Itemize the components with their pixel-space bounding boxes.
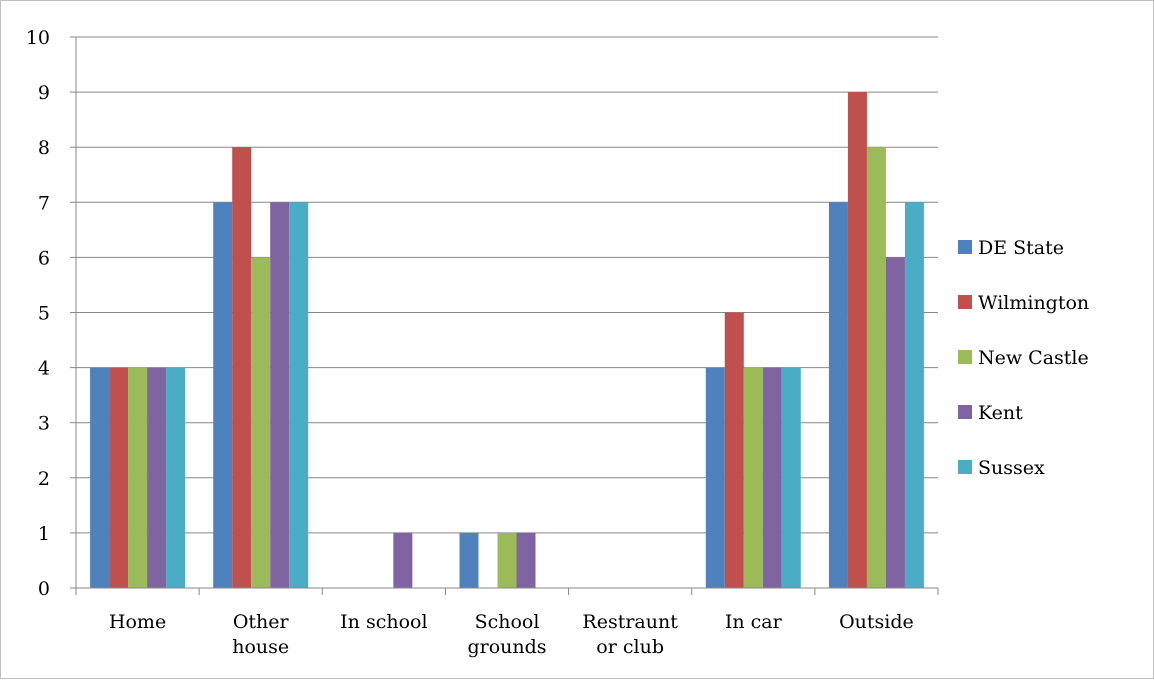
legend-label: Sussex	[978, 457, 1045, 479]
x-category-label: grounds	[467, 636, 546, 658]
legend: DE State Wilmington New Castle Kent Sussex	[958, 237, 1089, 479]
y-tick-label: 5	[38, 303, 50, 325]
bar	[847, 92, 867, 588]
bar	[90, 367, 110, 588]
bar	[128, 367, 148, 588]
gridlines	[76, 36, 938, 534]
axes	[70, 36, 939, 595]
bar	[232, 147, 252, 588]
bar	[459, 532, 479, 588]
bar	[781, 367, 801, 588]
legend-swatch	[958, 405, 972, 419]
legend-label: Wilmington	[978, 292, 1089, 314]
x-category-label: Restraunt	[582, 611, 678, 633]
y-tick-labels: 0 1 2 3 4 5 6 7 8 9 10	[26, 27, 50, 600]
y-tick-label: 3	[38, 413, 50, 435]
bar	[885, 257, 905, 588]
bars	[90, 92, 924, 589]
x-category-label: In car	[725, 611, 783, 633]
legend-swatch	[958, 460, 972, 474]
bar	[743, 367, 763, 588]
bar	[904, 202, 924, 589]
bar	[866, 147, 886, 588]
bar	[393, 532, 413, 588]
y-tick-label: 0	[38, 578, 50, 600]
bar	[705, 367, 725, 588]
legend-label: DE State	[978, 237, 1064, 259]
legend-swatch	[958, 295, 972, 309]
bar	[289, 202, 309, 589]
x-category-label: In school	[340, 611, 427, 633]
y-tick-label: 10	[26, 27, 50, 49]
y-tick-label: 8	[38, 137, 50, 159]
x-category-label: or club	[596, 636, 664, 658]
y-tick-label: 1	[38, 523, 50, 545]
y-tick-label: 9	[38, 82, 50, 104]
bar	[251, 257, 271, 588]
bar	[724, 312, 744, 588]
x-category-label: Home	[109, 611, 166, 633]
bar	[516, 532, 536, 588]
legend-label: New Castle	[978, 347, 1089, 369]
x-category-label: house	[232, 636, 289, 658]
bar	[147, 367, 167, 588]
bar	[213, 202, 233, 589]
y-tick-label: 4	[38, 358, 50, 380]
y-tick-label: 7	[38, 192, 50, 214]
x-category-label: Outside	[839, 611, 914, 633]
legend-swatch	[958, 240, 972, 254]
legend-label: Kent	[978, 402, 1023, 424]
category-labels: Home Other house In school School grounds Rest…	[109, 611, 914, 658]
legend-swatch	[958, 350, 972, 364]
bar	[270, 202, 290, 589]
y-tick-label: 2	[38, 468, 50, 490]
bar	[762, 367, 782, 588]
x-category-label: School	[475, 611, 540, 633]
bar	[497, 532, 517, 588]
bar	[109, 367, 129, 588]
x-category-label: Other	[233, 611, 290, 633]
bar	[166, 367, 186, 588]
bar	[828, 202, 848, 589]
y-tick-label: 6	[38, 247, 50, 269]
